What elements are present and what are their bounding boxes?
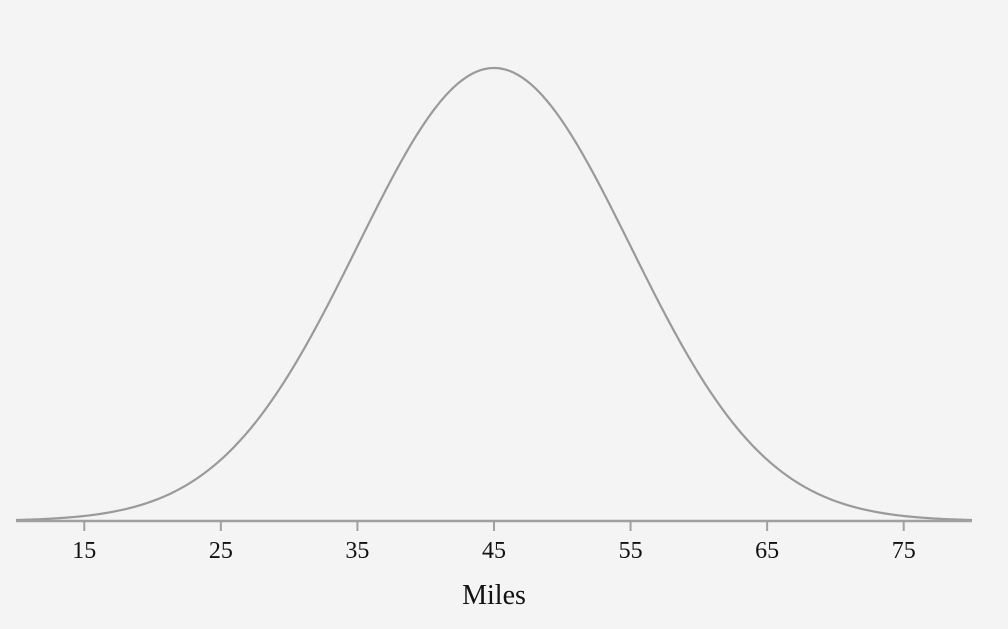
x-axis-title: Miles bbox=[462, 580, 526, 611]
x-axis-ticks: 15 25 35 45 55 65 75 bbox=[72, 521, 916, 564]
x-tick-label: 55 bbox=[619, 538, 643, 564]
x-tick-label: 15 bbox=[72, 538, 96, 564]
x-tick-label: 25 bbox=[209, 538, 233, 564]
x-tick-label: 75 bbox=[892, 538, 916, 564]
x-tick-label: 35 bbox=[345, 538, 369, 564]
x-tick-label: 45 bbox=[482, 538, 506, 564]
density-curve bbox=[15, 66, 973, 522]
x-tick-label: 65 bbox=[755, 538, 779, 564]
